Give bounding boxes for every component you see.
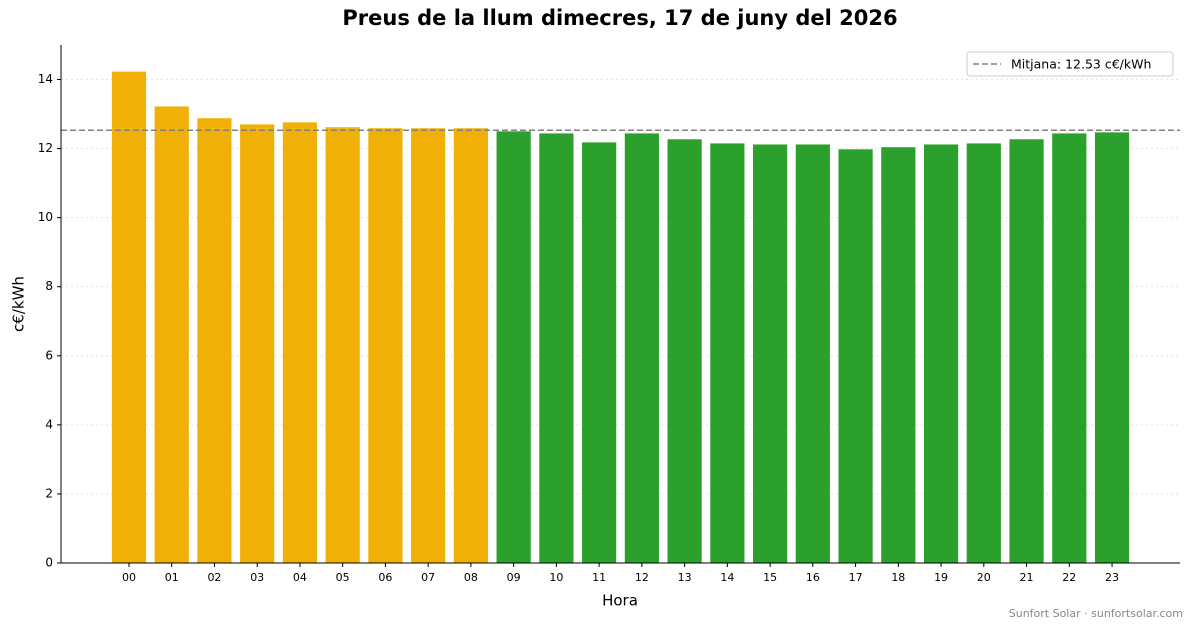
- footer: Sunfort Solar · sunfortsolar.com: [1009, 607, 1183, 620]
- x-tick-label: 20: [977, 571, 991, 584]
- bar: [923, 144, 959, 563]
- chart-title: Preus de la llum dimecres, 17 de juny de…: [342, 6, 897, 30]
- x-tick-label: 02: [207, 571, 221, 584]
- bar: [411, 128, 446, 563]
- x-tick-label: 04: [293, 571, 307, 584]
- y-tick-label: 14: [38, 72, 53, 86]
- x-tick-label: 11: [592, 571, 606, 584]
- bar: [795, 144, 830, 563]
- y-axis-label: c€/kWh: [10, 276, 28, 332]
- x-tick-label: 18: [891, 571, 905, 584]
- bar: [966, 143, 1001, 564]
- bar: [1094, 132, 1130, 564]
- y-tick-label: 6: [45, 348, 53, 362]
- x-tick-label: 23: [1105, 571, 1119, 584]
- bar: [111, 71, 147, 563]
- bar: [710, 143, 745, 564]
- x-tick-label: 17: [849, 571, 863, 584]
- x-tick-label: 00: [122, 571, 136, 584]
- x-tick-label: 21: [1020, 571, 1034, 584]
- bar: [496, 131, 531, 564]
- x-tick-label: 07: [421, 571, 435, 584]
- x-tick-label: 12: [635, 571, 649, 584]
- legend-label: Mitjana: 12.53 c€/kWh: [1011, 57, 1151, 72]
- x-tick-label: 15: [763, 571, 777, 584]
- bar: [197, 118, 232, 563]
- x-tick-label: 08: [464, 571, 478, 584]
- x-tick-label: 22: [1062, 571, 1076, 584]
- bar: [753, 144, 788, 563]
- x-tick-label: 03: [250, 571, 264, 584]
- legend-box: [966, 51, 1174, 77]
- x-tick-label: 05: [336, 571, 350, 584]
- y-tick-label: 4: [45, 417, 53, 431]
- bar: [325, 127, 360, 563]
- x-tick-label: 10: [549, 571, 563, 584]
- x-tick-label: 16: [806, 571, 820, 584]
- x-tick-label: 19: [934, 571, 948, 584]
- bar: [154, 106, 189, 563]
- bar: [1052, 133, 1087, 563]
- bar: [453, 128, 488, 563]
- bar: [282, 122, 318, 563]
- bar: [838, 149, 873, 564]
- x-tick-label: 14: [720, 571, 734, 584]
- bar: [1009, 139, 1044, 563]
- x-tick-label: 06: [378, 571, 392, 584]
- bar: [881, 147, 916, 563]
- y-tick-label: 10: [38, 210, 53, 224]
- bar: [240, 124, 275, 563]
- y-tick-label: 0: [45, 556, 53, 570]
- bar: [539, 133, 574, 563]
- x-tick-label: 13: [678, 571, 692, 584]
- bar: [624, 133, 659, 563]
- x-tick-label: 09: [507, 571, 521, 584]
- y-tick-label: 2: [45, 486, 53, 500]
- y-tick-label: 8: [45, 279, 53, 293]
- x-axis-label: Hora: [602, 592, 638, 610]
- x-tick-label: 01: [165, 571, 179, 584]
- bar: [667, 139, 702, 563]
- y-tick-label: 12: [38, 141, 53, 155]
- bar: [582, 142, 617, 563]
- bar: [368, 128, 403, 563]
